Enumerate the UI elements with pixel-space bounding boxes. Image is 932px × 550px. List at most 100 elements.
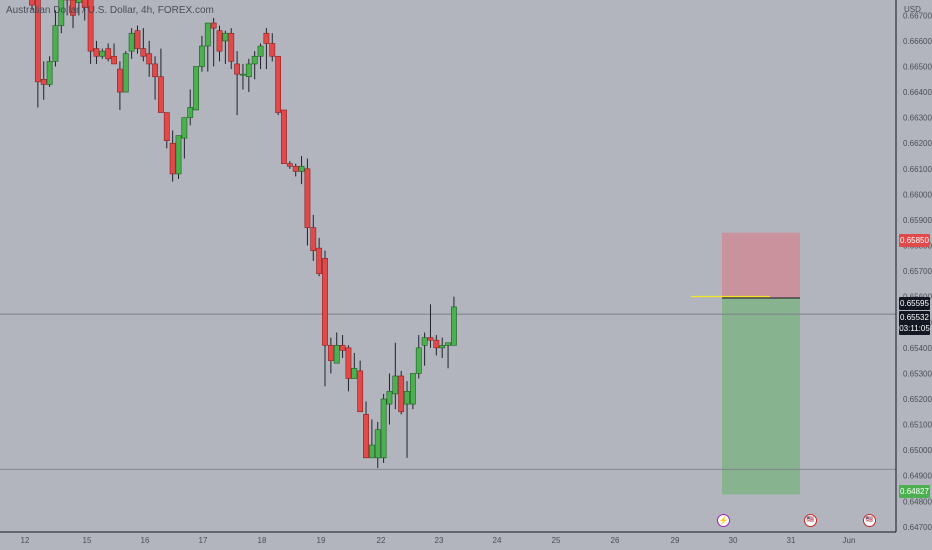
candle-body — [111, 55, 117, 65]
candle-body — [204, 22, 211, 47]
candle-body — [304, 168, 311, 228]
candle — [222, 30, 229, 64]
take-profit-zone — [722, 297, 800, 495]
candle — [163, 112, 170, 149]
candle — [304, 158, 311, 246]
candle — [240, 63, 246, 90]
candle-body — [228, 32, 235, 62]
candle — [87, 0, 94, 64]
candle-body — [146, 53, 153, 65]
candle-body — [380, 398, 387, 459]
us-flag-event-icon[interactable]: 🇺🇸 — [863, 514, 876, 527]
candle-body — [398, 375, 405, 413]
y-tick-label: 0.65300 — [903, 369, 932, 378]
candle — [357, 360, 364, 413]
candle-body — [152, 63, 158, 78]
candle-body — [392, 375, 399, 395]
candle-body — [281, 109, 287, 164]
candle — [251, 51, 258, 80]
candle — [292, 163, 299, 177]
candle-body — [345, 347, 352, 379]
candle-body — [269, 43, 276, 57]
candle — [245, 58, 252, 93]
candle — [122, 51, 129, 93]
x-tick-label: 23 — [435, 536, 444, 545]
candle-body — [34, 0, 41, 83]
candle-body — [292, 165, 299, 172]
y-tick-label: 0.66600 — [903, 37, 932, 46]
candle-body — [52, 25, 59, 62]
y-tick-label: 0.66300 — [903, 114, 932, 123]
lightning-event-icon[interactable]: ⚡ — [717, 514, 730, 527]
candle — [439, 337, 446, 359]
candle — [175, 135, 182, 180]
candle-body — [187, 107, 194, 118]
candle — [310, 214, 317, 261]
candle-body — [175, 135, 182, 175]
candle-body — [40, 78, 47, 85]
candle — [398, 370, 405, 415]
price-lines — [0, 295, 896, 470]
y-tick-label: 0.66400 — [903, 88, 932, 97]
candle — [64, 0, 71, 16]
price-axis[interactable]: 0.64700 0.64800 0.64900 0.65000 0.65100 0.652… — [895, 0, 932, 532]
stop-loss-zone — [722, 232, 800, 298]
candle — [111, 43, 117, 65]
y-tick-label: 0.64900 — [903, 472, 932, 481]
x-tick-label: 30 — [729, 536, 738, 545]
y-tick-label: 0.66000 — [903, 190, 932, 199]
candle — [433, 335, 440, 356]
candle-body — [210, 22, 217, 29]
candle — [140, 28, 147, 62]
candle-body — [216, 30, 223, 52]
candle-body — [70, 0, 76, 16]
candle-body — [257, 45, 264, 57]
candle-body — [158, 76, 164, 113]
y-tick-label: 0.65700 — [903, 267, 932, 276]
candle — [392, 342, 399, 410]
candle — [339, 335, 346, 359]
candle-body — [298, 165, 305, 172]
stop-loss-price-badge: 0.65850 — [899, 234, 930, 247]
candle-body — [327, 344, 334, 361]
candle-body — [117, 68, 123, 93]
x-tick-label: 31 — [787, 536, 796, 545]
candle — [345, 345, 352, 392]
x-tick-label: 25 — [552, 536, 561, 545]
candle — [93, 40, 100, 64]
candle-body — [81, 0, 88, 8]
candle-body — [409, 373, 416, 405]
currency-label: USD — [904, 5, 921, 14]
candle-body — [386, 391, 393, 405]
candle — [451, 296, 457, 346]
candle — [187, 89, 194, 126]
candle-body — [75, 0, 82, 3]
candle — [351, 352, 358, 379]
y-tick-label: 0.65900 — [903, 216, 932, 225]
candle — [275, 55, 282, 116]
candle-body — [122, 53, 129, 93]
candle-body — [234, 63, 240, 75]
candle-body — [316, 247, 323, 274]
candle-body — [240, 73, 246, 76]
y-tick-label: 0.66100 — [903, 165, 932, 174]
candle — [327, 337, 334, 374]
candle — [445, 342, 451, 369]
time-axis[interactable]: 12 15 16 17 18 19 22 23 24 25 26 29 30 31 Jun — [0, 531, 896, 545]
candle-body — [193, 66, 199, 111]
candle-body — [363, 414, 369, 459]
candle-body — [163, 112, 170, 141]
candle — [146, 40, 153, 77]
y-tick-label: 0.64800 — [903, 497, 932, 506]
us-flag-event-icon[interactable]: 🇺🇸 — [804, 514, 817, 527]
candle — [152, 56, 158, 100]
entry-price-badge: 0.65595 — [899, 297, 930, 310]
candle-body — [310, 227, 317, 251]
candle-body — [433, 339, 440, 349]
candle — [322, 250, 328, 387]
candle-body — [99, 50, 106, 57]
candle — [70, 0, 76, 29]
x-tick-label: 18 — [258, 536, 267, 545]
